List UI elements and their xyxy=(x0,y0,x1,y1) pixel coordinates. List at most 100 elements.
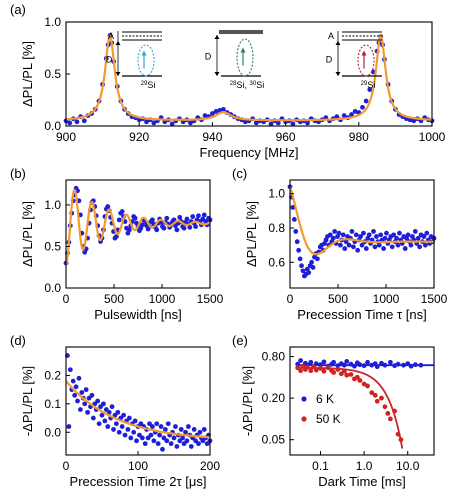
panel-e-50k-point-25 xyxy=(374,398,380,404)
panel-c-point-38 xyxy=(342,246,348,251)
panel-c-ytick-label: 1.0 xyxy=(268,187,285,201)
inset-spin-ellipse xyxy=(137,44,155,77)
panel-c-point-28 xyxy=(327,232,333,238)
panel-d-point-79 xyxy=(178,427,184,432)
panel-b-label: (b) xyxy=(10,166,26,181)
panel-a-point-68 xyxy=(305,120,310,126)
panel-d-point-47 xyxy=(132,418,138,424)
panel-d-point-86 xyxy=(188,444,194,449)
panel-a-fit xyxy=(65,34,433,122)
panel-b-fit xyxy=(65,188,211,266)
panel-e-6k-point-16 xyxy=(344,359,350,364)
panel-a-xlabel: Frequency [MHz] xyxy=(200,145,299,160)
panel-c-xlabel: Precession Time τ [ns] xyxy=(297,307,426,322)
panel-a-point-81 xyxy=(352,109,358,114)
panel-a-point-51 xyxy=(242,119,248,125)
panel-a-point-1 xyxy=(67,120,73,126)
panel-d-point-26 xyxy=(102,418,108,424)
inset-spin-arrowhead xyxy=(361,50,367,56)
panel-a-xtick-label: 980 xyxy=(349,130,369,144)
panel-c-point-94 xyxy=(422,242,428,248)
panel-d-point-84 xyxy=(186,424,191,429)
panel-d-point-17 xyxy=(89,392,95,398)
panel-a-point-54 xyxy=(253,120,259,126)
panel-d-point-46 xyxy=(131,429,137,435)
panel-e-6k-point-12 xyxy=(331,359,337,365)
panel-b-ytick-label: 1.0 xyxy=(44,198,61,212)
panel-c-xtick-label: 0 xyxy=(287,292,294,306)
panel-d-point-28 xyxy=(105,424,111,429)
panel-c-point-71 xyxy=(389,244,395,250)
panel-e-50k-point-22 xyxy=(365,383,370,389)
panel-d-point-39 xyxy=(121,412,126,418)
panel-c-point-50 xyxy=(359,242,365,248)
legend-marker-1 xyxy=(301,416,307,422)
panel-a-ytick-label: 1.0 xyxy=(44,15,61,29)
panel-d-point-59 xyxy=(150,424,155,429)
inset-isotope-label: 28Si, 30Si xyxy=(230,80,264,90)
panel-e-ytick-label: 0.20 xyxy=(262,391,286,405)
panel-e-50k-point-9 xyxy=(321,368,327,374)
panel-b-ylabel: ΔPL/PL [%] xyxy=(20,201,35,267)
panel-a-point-24 xyxy=(144,119,149,125)
panel-c-point-67 xyxy=(384,230,389,236)
panel-a-xtick-label: 920 xyxy=(129,130,149,144)
inset-A-label: A xyxy=(328,31,334,41)
panel-e-50k-point-5 xyxy=(308,368,314,374)
panel-c-point-44 xyxy=(350,244,356,250)
panel-b-ytick-label: 0.5 xyxy=(44,239,61,253)
panel-b-point-82 xyxy=(181,225,187,231)
panel-c-point-58 xyxy=(371,229,376,234)
panel-c-point-76 xyxy=(397,230,402,236)
panel-d-point-76 xyxy=(174,444,180,449)
panel-e-label: (e) xyxy=(232,333,248,348)
panel-d-point-54 xyxy=(142,441,148,447)
energy-level-inset-0: A D 29Si xyxy=(106,31,162,90)
panel-c-ytick-label: 0.8 xyxy=(268,221,285,235)
panel-d-point-48 xyxy=(134,438,139,444)
panel-c-point-13 xyxy=(306,270,312,275)
panel-c-point-37 xyxy=(340,232,346,238)
panel-b-point-90 xyxy=(193,224,199,229)
panel-d-point-40 xyxy=(122,432,128,438)
panel-d-point-22 xyxy=(96,421,102,427)
panel-c-point-89 xyxy=(415,235,421,241)
panel-c-point-55 xyxy=(366,232,372,238)
panel-e-50k-point-20 xyxy=(357,378,363,383)
panel-b-point-53 xyxy=(139,222,145,228)
panel-e-50k-point-29 xyxy=(387,416,393,422)
panel-b-xtick-label: 1000 xyxy=(149,292,176,306)
panel-c-point-75 xyxy=(395,242,401,248)
panel-c-point-16 xyxy=(310,265,316,270)
panel-d-point-64 xyxy=(157,432,163,438)
iso-base: Si xyxy=(147,80,155,90)
panel-d-point-42 xyxy=(125,427,131,432)
panel-a-ytick-label: 0.5 xyxy=(44,67,61,81)
panel-d-point-29 xyxy=(106,409,112,415)
panel-a-xtick-label: 940 xyxy=(202,130,222,144)
panel-c-xtick-label: 1500 xyxy=(421,292,448,306)
inset-spin-ellipse xyxy=(357,44,375,77)
panel-e-50k-point-27 xyxy=(382,404,388,410)
iso-base: Si, xyxy=(236,80,249,90)
panel-c-ytick-label: 0.6 xyxy=(268,255,285,269)
inset-D-arrowhead xyxy=(214,72,220,76)
panel-c-point-90 xyxy=(417,244,422,250)
panel-d-point-38 xyxy=(119,424,125,429)
panel-b-point-39 xyxy=(119,209,125,214)
panel-e-50k-point-24 xyxy=(372,392,378,398)
panel-b-point-77 xyxy=(174,227,180,233)
legend-label-0: 6 K xyxy=(316,392,334,406)
panel-c-point-66 xyxy=(382,235,388,241)
panel-c-point-19 xyxy=(314,256,320,262)
panel-d-point-88 xyxy=(191,427,197,432)
panel-c-point-2 xyxy=(290,205,296,210)
panel-b-xlabel: Pulsewidth [ns] xyxy=(94,307,181,322)
panel-a-label: (a) xyxy=(10,2,26,17)
xlabel-unit: μs] xyxy=(189,474,207,489)
energy-level-bar xyxy=(219,30,263,34)
panel-a-point-36 xyxy=(188,120,193,126)
panel-c-point-87 xyxy=(412,229,418,234)
panel-d-ytick-label: 0.0 xyxy=(44,425,61,439)
inset-D-arrowhead xyxy=(115,72,121,76)
